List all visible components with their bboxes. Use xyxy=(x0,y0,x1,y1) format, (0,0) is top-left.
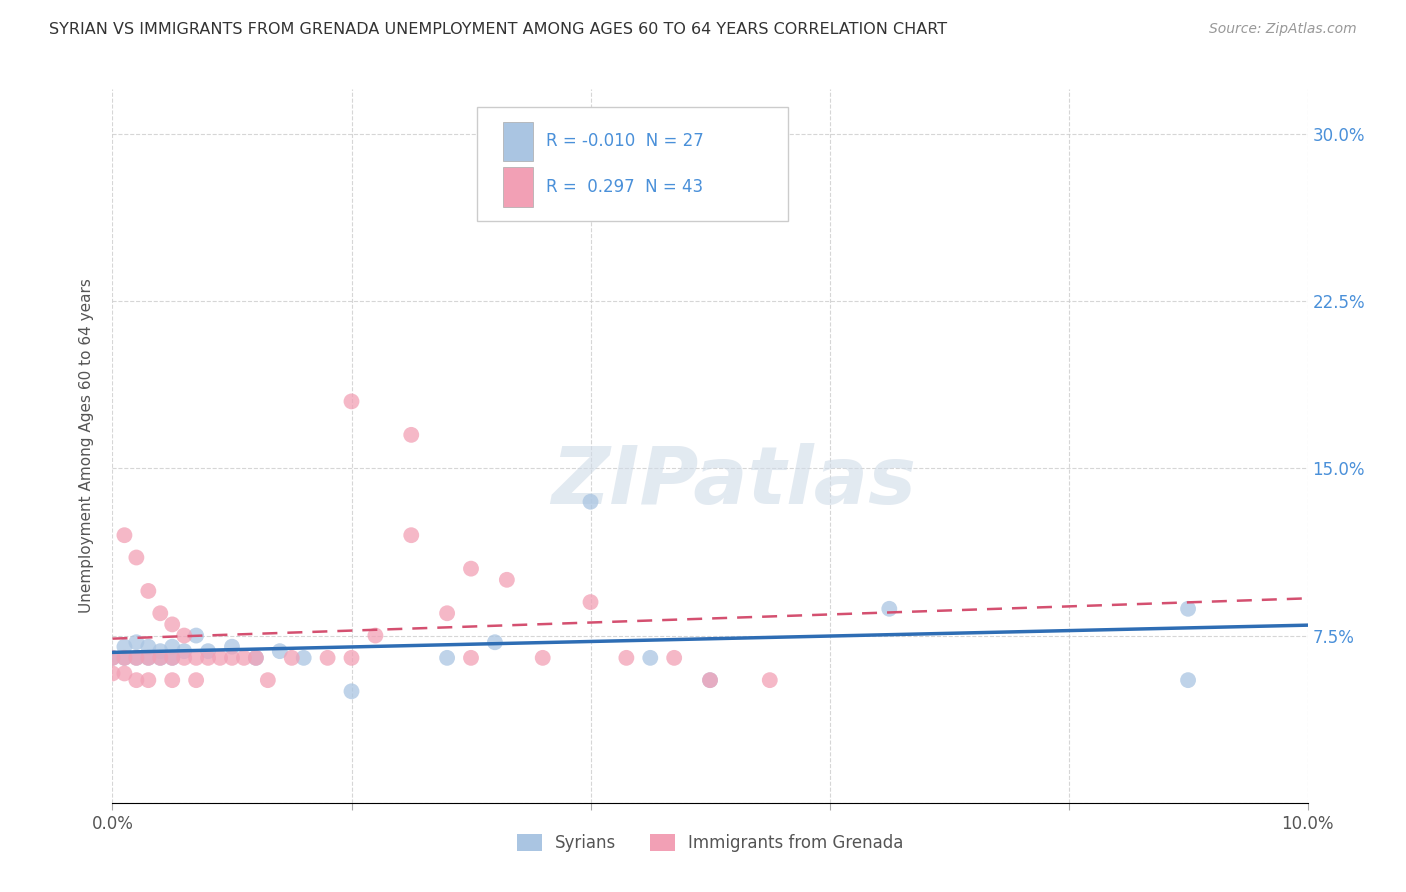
Point xyxy=(496,573,519,587)
Point xyxy=(460,562,482,576)
Point xyxy=(699,673,721,687)
Point xyxy=(1177,602,1199,616)
Point xyxy=(436,651,458,665)
Point xyxy=(281,651,304,665)
Point xyxy=(340,684,363,698)
Point xyxy=(616,651,638,665)
Text: R = -0.010  N = 27: R = -0.010 N = 27 xyxy=(547,132,704,150)
Text: ZIPatlas: ZIPatlas xyxy=(551,442,917,521)
Point xyxy=(162,640,183,654)
Point xyxy=(579,494,602,508)
Point xyxy=(209,651,232,665)
Point xyxy=(125,651,148,665)
Point xyxy=(149,607,172,621)
Point xyxy=(101,651,124,665)
Point xyxy=(401,528,423,542)
Point xyxy=(186,628,208,642)
Point xyxy=(149,644,172,658)
Point xyxy=(173,644,195,658)
Point xyxy=(162,651,183,665)
Point xyxy=(664,651,686,665)
Point xyxy=(138,651,160,665)
Point xyxy=(138,673,160,687)
Text: Source: ZipAtlas.com: Source: ZipAtlas.com xyxy=(1209,22,1357,37)
Point xyxy=(531,651,554,665)
Point xyxy=(879,602,901,616)
Point xyxy=(149,651,172,665)
Point xyxy=(1177,673,1199,687)
Point xyxy=(340,394,363,409)
Point xyxy=(197,644,219,658)
Point xyxy=(125,635,148,649)
Point xyxy=(292,651,315,665)
Point xyxy=(257,673,280,687)
Point xyxy=(221,651,243,665)
Point xyxy=(197,651,219,665)
FancyBboxPatch shape xyxy=(477,107,787,221)
Text: R =  0.297  N = 43: R = 0.297 N = 43 xyxy=(547,178,703,196)
Point xyxy=(149,651,172,665)
Point xyxy=(162,673,183,687)
Point xyxy=(245,651,267,665)
Y-axis label: Unemployment Among Ages 60 to 64 years: Unemployment Among Ages 60 to 64 years xyxy=(79,278,94,614)
Point xyxy=(162,651,183,665)
Point xyxy=(340,651,363,665)
FancyBboxPatch shape xyxy=(503,168,533,207)
Point xyxy=(699,673,721,687)
Point xyxy=(221,640,243,654)
Point xyxy=(125,550,148,565)
Point xyxy=(759,673,782,687)
Legend: Syrians, Immigrants from Grenada: Syrians, Immigrants from Grenada xyxy=(510,827,910,859)
Point xyxy=(162,617,183,632)
Point xyxy=(460,651,482,665)
Point xyxy=(114,651,135,665)
Point xyxy=(484,635,506,649)
Text: SYRIAN VS IMMIGRANTS FROM GRENADA UNEMPLOYMENT AMONG AGES 60 TO 64 YEARS CORRELA: SYRIAN VS IMMIGRANTS FROM GRENADA UNEMPL… xyxy=(49,22,948,37)
Point xyxy=(245,651,267,665)
Point xyxy=(125,673,148,687)
Point xyxy=(401,427,423,442)
Point xyxy=(101,666,124,681)
Point xyxy=(138,583,160,598)
Point xyxy=(269,644,291,658)
Point xyxy=(186,673,208,687)
Point xyxy=(640,651,662,665)
Point xyxy=(173,628,195,642)
Point xyxy=(114,666,135,681)
Point xyxy=(125,651,148,665)
Point xyxy=(138,651,160,665)
Point xyxy=(173,651,195,665)
Point xyxy=(233,651,256,665)
Point xyxy=(316,651,339,665)
Point xyxy=(138,640,160,654)
Point xyxy=(186,651,208,665)
Point xyxy=(114,651,135,665)
Point xyxy=(114,640,135,654)
Point xyxy=(101,651,124,665)
Point xyxy=(114,528,135,542)
Point xyxy=(364,628,387,642)
FancyBboxPatch shape xyxy=(503,121,533,161)
Point xyxy=(579,595,602,609)
Point xyxy=(436,607,458,621)
